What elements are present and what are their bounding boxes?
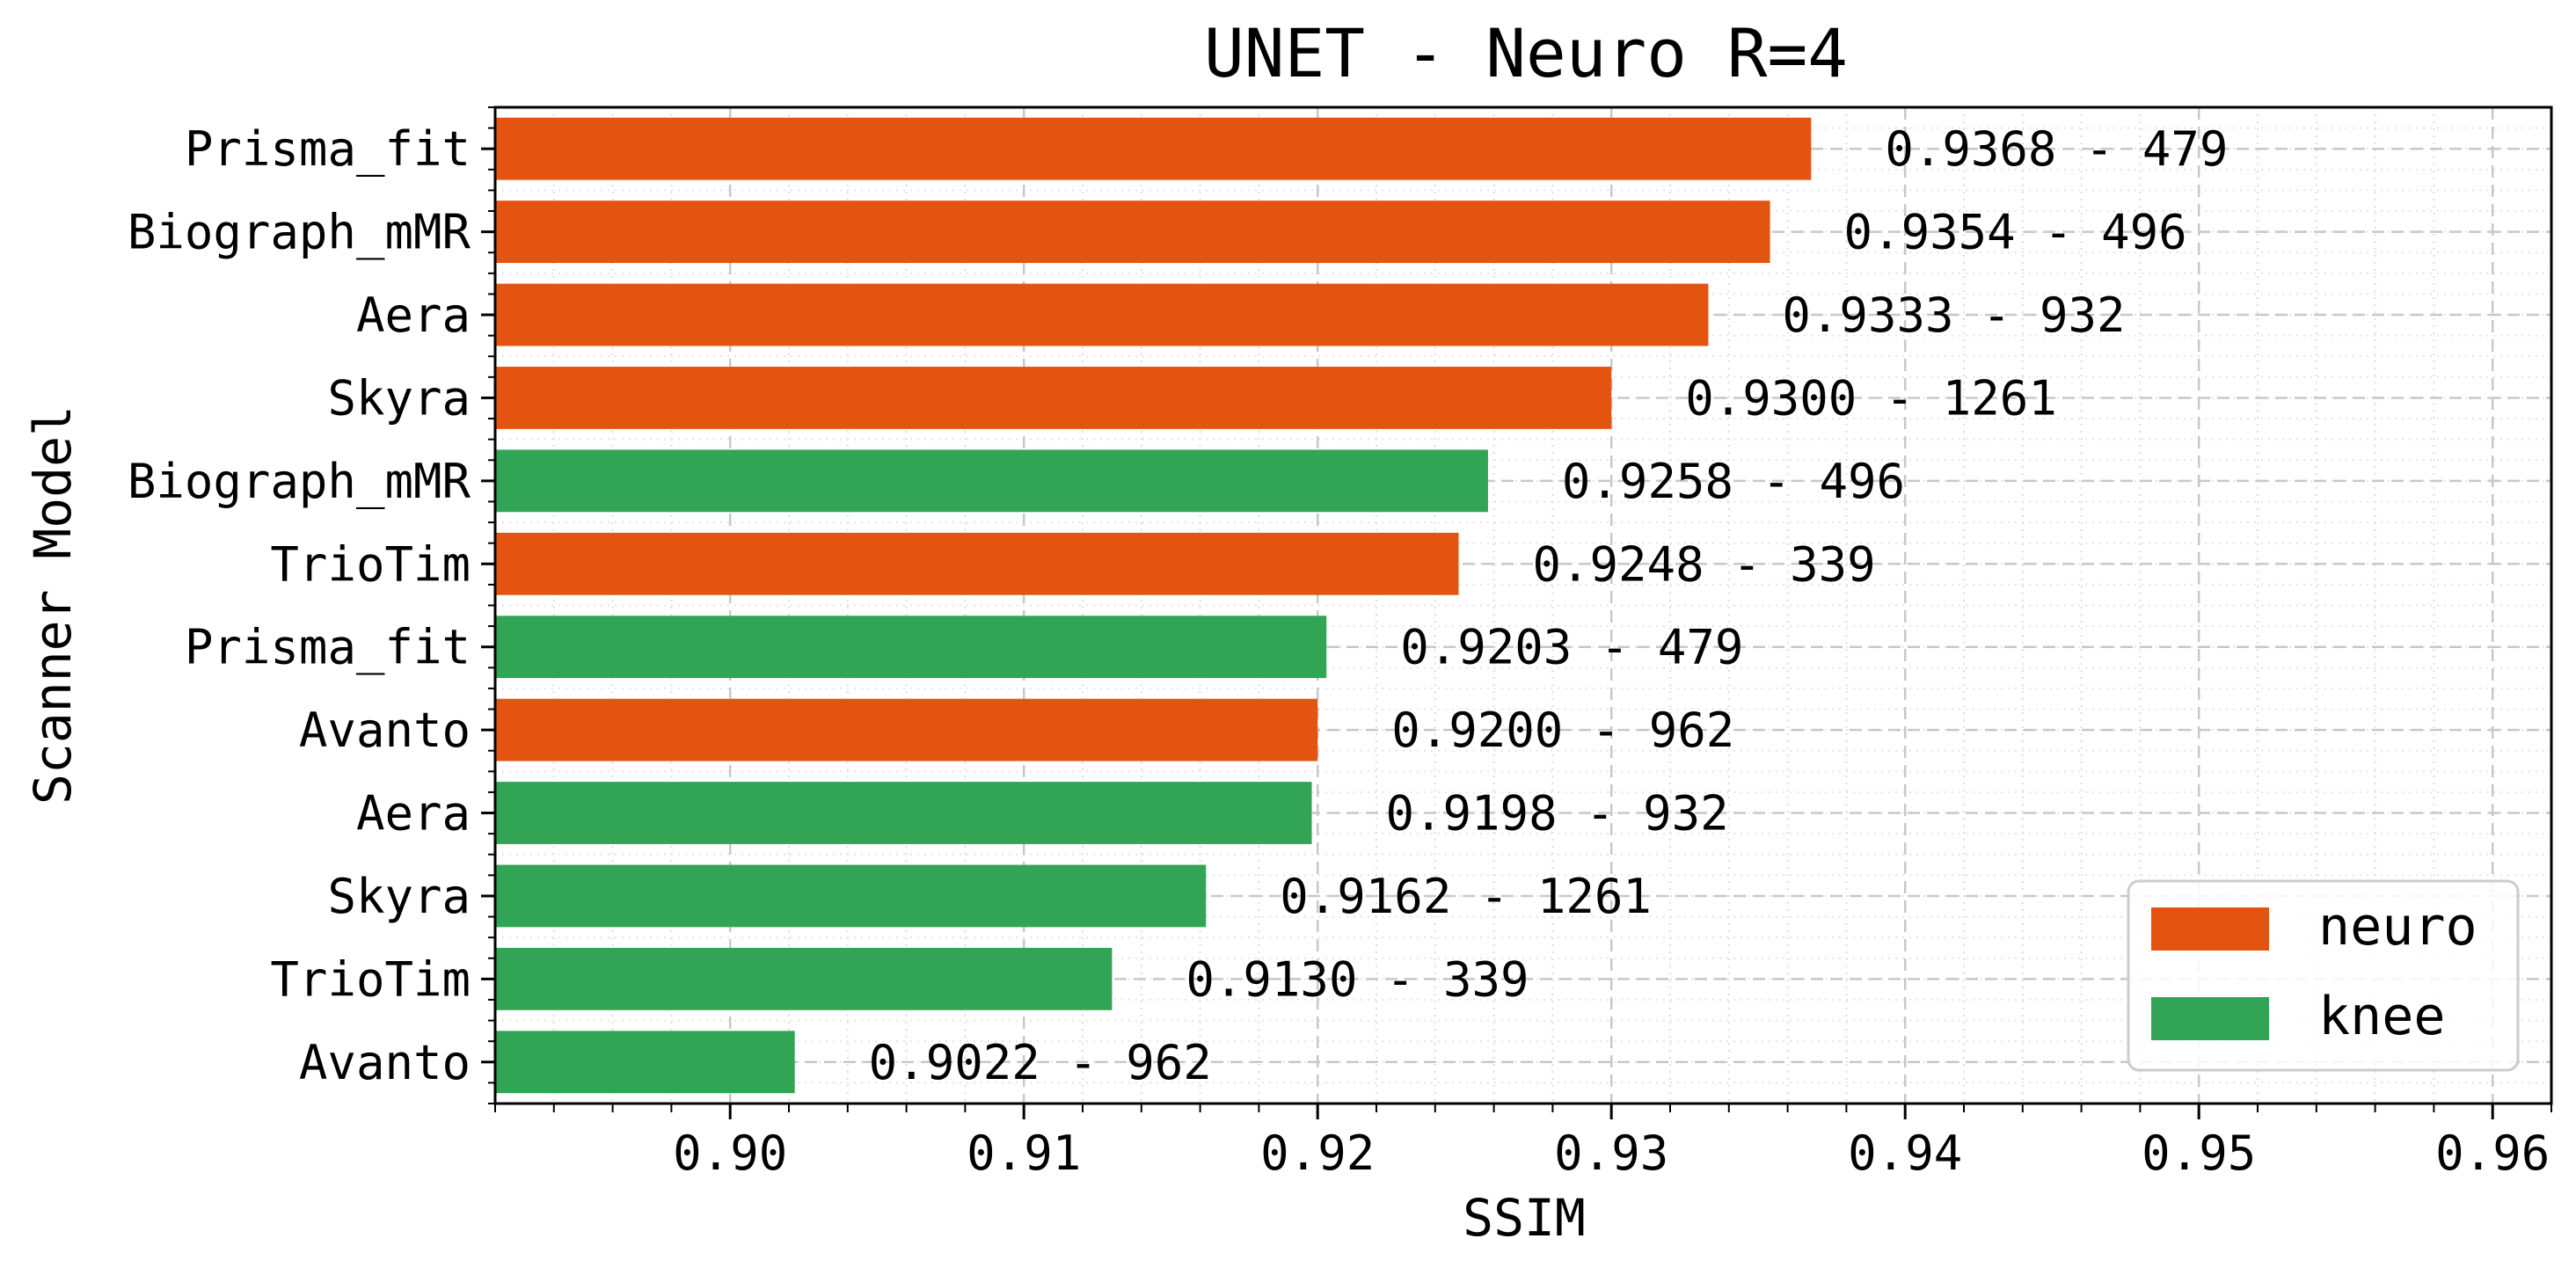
bar-value-label: 0.9354 - 496 <box>1844 205 2187 260</box>
bar-neuro <box>495 367 1612 429</box>
bar-knee <box>495 449 1488 513</box>
bar-value-label: 0.9022 - 962 <box>869 1035 1212 1090</box>
bar-value-label: 0.9333 - 932 <box>1782 288 2125 343</box>
legend: neuro knee <box>2127 879 2520 1072</box>
bar-value-label: 0.9198 - 932 <box>1386 786 1729 842</box>
bar-value-label: 0.9130 - 339 <box>1186 951 1529 1007</box>
bar-value-label: 0.9162 - 1261 <box>1280 869 1652 924</box>
bar-value-label: 0.9258 - 496 <box>1562 454 1905 509</box>
x-tick-label: 0.94 <box>1848 1126 1962 1181</box>
chart-title: UNET - Neuro R=4 <box>1204 14 1848 92</box>
y-tick-label: Skyra <box>327 869 471 924</box>
bar-knee <box>495 782 1312 844</box>
x-tick-label: 0.91 <box>967 1126 1081 1181</box>
bar-neuro <box>495 698 1318 761</box>
y-tick-label: Biograph_mMR <box>128 205 471 260</box>
bar-neuro <box>495 117 1812 180</box>
y-axis-label: Scanner Model <box>23 405 83 805</box>
bar-value-label: 0.9203 - 479 <box>1400 620 1743 675</box>
bar-knee <box>495 864 1207 928</box>
legend-swatch-knee <box>2151 997 2269 1040</box>
y-tick-label: Prisma_fit <box>185 121 471 177</box>
x-tick-label: 0.92 <box>1260 1126 1375 1181</box>
bar-value-label: 0.9248 - 339 <box>1533 536 1876 592</box>
bar-neuro <box>495 532 1459 595</box>
x-axis: 0.90 0.91 0.92 0.93 0.94 0.95 0.96 <box>494 1104 2552 1181</box>
bar-knee <box>495 947 1113 1010</box>
y-tick-label: Prisma_fit <box>185 620 471 675</box>
y-tick-label: TrioTim <box>270 951 471 1007</box>
y-tick-label: Avanto <box>299 703 471 758</box>
y-tick-label: Aera <box>356 288 471 343</box>
bar-knee <box>495 1031 795 1094</box>
bar-annotations: 0.9368 - 479 0.9354 - 496 0.9333 - 932 0.93… <box>869 121 2229 1090</box>
x-axis-label: SSIM <box>1463 1188 1586 1248</box>
x-tick-label: 0.96 <box>2435 1126 2550 1181</box>
y-tick-label: Aera <box>356 786 471 842</box>
bar-neuro <box>495 200 1770 264</box>
y-tick-label: Avanto <box>299 1035 471 1090</box>
bar-value-label: 0.9300 - 1261 <box>1685 370 2057 426</box>
bar-neuro <box>495 283 1709 346</box>
x-tick-label: 0.90 <box>673 1126 787 1181</box>
y-tick-label: Skyra <box>327 370 471 426</box>
plot-frame <box>493 106 2553 1105</box>
legend-label-knee: knee <box>2318 986 2446 1047</box>
y-tick-label: Biograph_mMR <box>128 454 471 509</box>
x-tick-label: 0.93 <box>1554 1126 1668 1181</box>
legend-label-neuro: neuro <box>2318 896 2477 958</box>
bar-value-label: 0.9200 - 962 <box>1391 703 1734 758</box>
bar-knee <box>495 616 1327 679</box>
x-tick-label: 0.95 <box>2142 1126 2256 1181</box>
y-tick-label: TrioTim <box>270 536 471 592</box>
y-axis: Prisma_fit Biograph_mMR Aera Skyra Biograph_… <box>128 106 495 1104</box>
bars <box>495 117 1812 1094</box>
legend-swatch-neuro <box>2151 907 2269 951</box>
bar-value-label: 0.9368 - 479 <box>1885 121 2228 177</box>
